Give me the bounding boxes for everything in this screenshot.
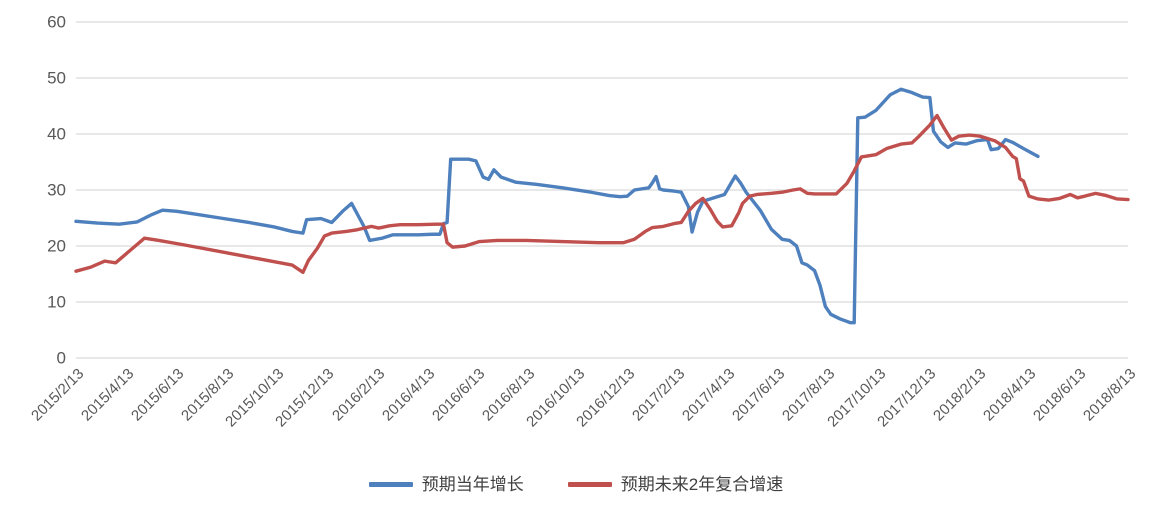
chart-legend: 预期当年增长 预期未来2年复合增速 — [0, 476, 1152, 493]
y-tick-label: 60 — [47, 12, 66, 32]
legend-swatch-icon — [368, 482, 413, 487]
legend-swatch-icon — [567, 482, 612, 487]
y-tick-label: 40 — [47, 124, 66, 144]
x-axis: 2015/2/13 2015/4/13 2015/6/13 2015/8/13 2015… — [0, 358, 1152, 468]
series-line-2 — [76, 116, 1128, 273]
series-line-1 — [76, 89, 1038, 323]
y-axis: 60 50 40 30 20 10 0 — [0, 0, 66, 380]
legend-item-2[interactable]: 预期未来2年复合增速 — [567, 475, 784, 494]
legend-label: 预期未来2年复合增速 — [620, 475, 784, 494]
series-lines — [76, 89, 1128, 323]
legend-label: 预期当年增长 — [421, 475, 524, 494]
plot-svg — [76, 22, 1128, 358]
plot-area — [76, 22, 1128, 358]
legend-item-1[interactable]: 预期当年增长 — [368, 475, 524, 494]
y-tick-label: 10 — [47, 292, 66, 312]
y-tick-label: 20 — [47, 236, 66, 256]
y-tick-label: 50 — [47, 68, 66, 88]
y-tick-label: 30 — [47, 180, 66, 200]
gridlines — [76, 22, 1128, 358]
y-tick-label: 0 — [56, 348, 66, 368]
